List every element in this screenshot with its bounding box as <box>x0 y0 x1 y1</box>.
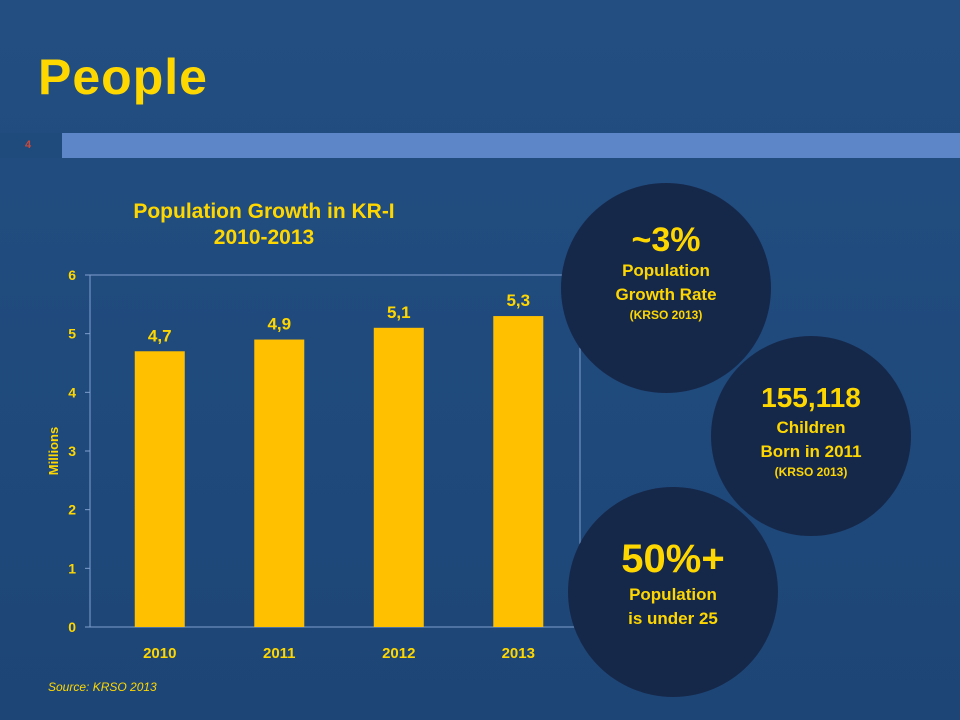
x-tick-label-2013: 2013 <box>502 645 535 662</box>
children-born-line1: Children <box>776 418 846 437</box>
slide-title: People <box>38 49 208 105</box>
data-label-2012: 5,1 <box>387 303 411 322</box>
y-tick-label: 4 <box>68 384 76 400</box>
under-25-line1: Population <box>629 585 717 604</box>
children-born-line2: Born in 2011 <box>760 442 862 461</box>
chart-source: Source: KRSO 2013 <box>48 680 157 694</box>
accent-bar <box>62 133 960 158</box>
children-born-value: 155,118 <box>761 382 861 413</box>
bar-2012 <box>373 327 424 627</box>
stat-circle-growth-rate: ~3% Population Growth Rate (KRSO 2013) <box>561 183 771 393</box>
y-tick-label: 6 <box>68 267 76 283</box>
growth-rate-line1: Population <box>622 261 710 280</box>
stat-circle-under-25: 50%+ Population is under 25 <box>568 487 778 697</box>
growth-rate-value: ~3% <box>631 221 701 259</box>
data-label-2011: 4,9 <box>267 315 291 334</box>
children-born-note: (KRSO 2013) <box>774 465 848 479</box>
x-tick-label-2011: 2011 <box>263 645 296 662</box>
data-label-2010: 4,7 <box>148 326 172 345</box>
y-tick-label: 0 <box>68 619 76 635</box>
x-tick-label-2010: 2010 <box>143 645 176 662</box>
chart-area: Population Growth in KR-I 2010-2013 0 1 2 3 4… <box>0 180 600 680</box>
under-25-value: 50%+ <box>621 537 725 581</box>
y-tick-label: 1 <box>68 560 76 576</box>
y-tick-label: 2 <box>68 502 76 518</box>
data-label-2013: 5,3 <box>506 291 530 310</box>
chart-title-line: 2010-2013 <box>213 226 315 249</box>
chart-svg: 0 1 2 3 4 5 6 Millions 4,7 2010 4,9 2011 5,1 2012 5,3 2… <box>46 267 581 662</box>
bar-2010 <box>134 351 185 627</box>
slide-number: 4 <box>24 139 32 151</box>
growth-rate-note: (KRSO 2013) <box>629 308 703 322</box>
y-axis-label: Millions <box>46 427 61 475</box>
chart-title: Population Growth in KR-I 2010-2013 <box>74 199 454 251</box>
stat-circle-children-born: 155,118 Children Born in 2011 (KRSO 2013… <box>711 336 911 536</box>
bar-2013 <box>493 316 544 627</box>
chart-title-line: Population Growth in KR-I <box>133 200 395 223</box>
slide-number-box: 4 <box>2 133 52 158</box>
under-25-line2: is under 25 <box>628 609 718 628</box>
growth-rate-line2: Growth Rate <box>615 285 717 304</box>
y-tick-label: 5 <box>68 326 76 342</box>
bar-2011 <box>254 339 305 627</box>
y-tick-label: 3 <box>68 443 76 459</box>
x-tick-label-2012: 2012 <box>382 645 415 662</box>
